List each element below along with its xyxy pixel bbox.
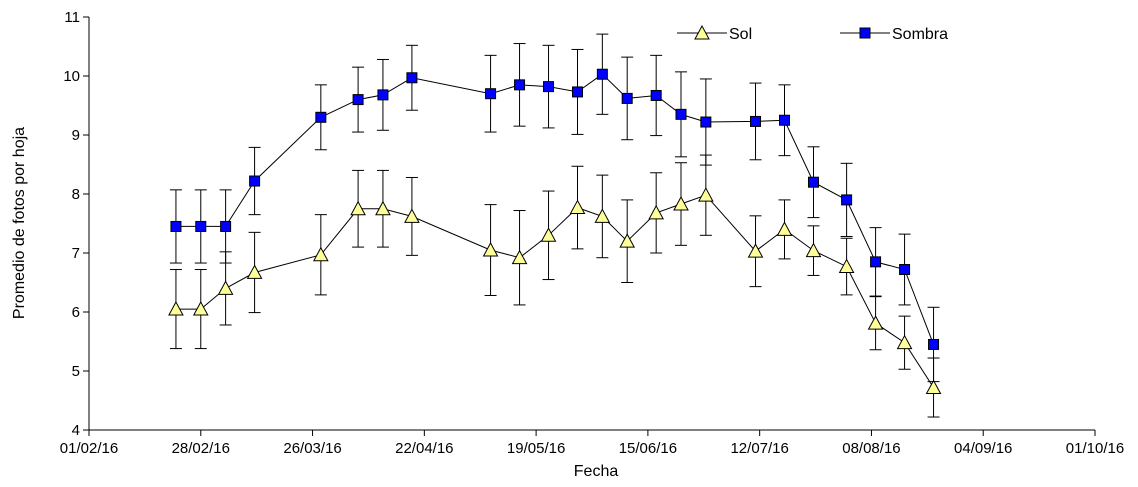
data-point — [511, 249, 528, 265]
y-axis-title: Promedio de fotos por hoja — [11, 127, 28, 319]
x-tick-label: 04/09/16 — [954, 440, 1012, 457]
data-point — [220, 220, 232, 232]
data-point — [650, 89, 662, 101]
y-tick-label: 7 — [72, 245, 80, 262]
series-line — [175, 73, 934, 345]
data-point — [619, 233, 636, 248]
data-point — [673, 195, 689, 211]
legend-item: Sol — [677, 24, 752, 43]
data-point — [485, 88, 497, 100]
x-tick-label: 15/06/16 — [619, 440, 677, 457]
x-tick-label: 12/07/16 — [730, 440, 788, 457]
legend-label: Sol — [729, 26, 752, 43]
data-point — [867, 315, 884, 330]
series-sol — [168, 154, 942, 418]
data-point — [700, 116, 712, 128]
y-tick-label: 8 — [72, 186, 80, 203]
legend-item: Sombra — [840, 26, 948, 43]
data-point — [747, 243, 764, 258]
data-point — [925, 379, 942, 394]
data-point — [482, 241, 499, 257]
data-point — [406, 72, 418, 84]
data-point — [350, 200, 366, 216]
series-sombra — [169, 33, 940, 383]
data-point — [572, 86, 584, 98]
data-point — [543, 81, 555, 93]
data-point — [352, 94, 364, 106]
data-point — [870, 256, 882, 268]
y-tick-label: 11 — [64, 9, 80, 26]
x-tick-label: 19/05/16 — [507, 440, 565, 457]
data-point — [514, 79, 526, 91]
y-tick-label: 10 — [63, 68, 80, 85]
data-point — [776, 221, 793, 236]
data-point — [596, 68, 608, 80]
legend-label: Sombra — [892, 26, 948, 43]
legend: Sol Sombra — [677, 24, 948, 43]
data-point — [192, 300, 209, 316]
series-line — [175, 194, 934, 388]
data-point — [698, 187, 714, 202]
data-point — [404, 208, 420, 223]
data-point — [621, 92, 633, 104]
legend-marker — [859, 27, 871, 39]
data-point — [170, 220, 182, 232]
data-point — [750, 115, 762, 127]
data-point — [675, 108, 687, 120]
data-point — [217, 280, 234, 295]
data-point — [896, 334, 913, 350]
data-point — [838, 258, 855, 274]
axes: 4 5 6 7 8 9 10 11 01/02/16 28/02/16 26/03/16 22/04/… — [60, 9, 1124, 457]
x-tick-label: 08/08/16 — [842, 440, 900, 457]
y-tick-label: 6 — [72, 304, 80, 321]
data-point — [312, 246, 329, 262]
data-point — [377, 89, 389, 101]
data-point — [168, 300, 184, 316]
data-point — [195, 220, 207, 232]
x-tick-label: 22/04/16 — [395, 440, 453, 457]
legend-marker — [694, 24, 710, 40]
y-tick-label: 4 — [72, 422, 80, 439]
x-axis-title: Fecha — [574, 463, 619, 480]
data-point — [807, 176, 819, 188]
data-point — [928, 338, 940, 350]
data-point — [594, 208, 611, 223]
data-point — [569, 199, 586, 215]
data-point — [899, 264, 911, 276]
y-tick-label: 9 — [72, 127, 80, 144]
data-point — [375, 200, 391, 216]
data-point — [648, 204, 665, 220]
data-point — [249, 175, 261, 187]
data-point — [246, 264, 263, 279]
x-tick-label: 28/02/16 — [172, 440, 230, 457]
x-tick-label: 01/02/16 — [60, 440, 118, 457]
x-tick-label: 01/10/16 — [1066, 440, 1124, 457]
data-point — [779, 114, 791, 126]
data-point — [805, 242, 822, 258]
y-tick-label: 5 — [72, 363, 80, 380]
data-point — [841, 194, 853, 206]
data-point — [540, 227, 557, 242]
series-layer — [168, 33, 942, 418]
data-point — [315, 111, 327, 123]
x-tick-label: 26/03/16 — [283, 440, 341, 457]
